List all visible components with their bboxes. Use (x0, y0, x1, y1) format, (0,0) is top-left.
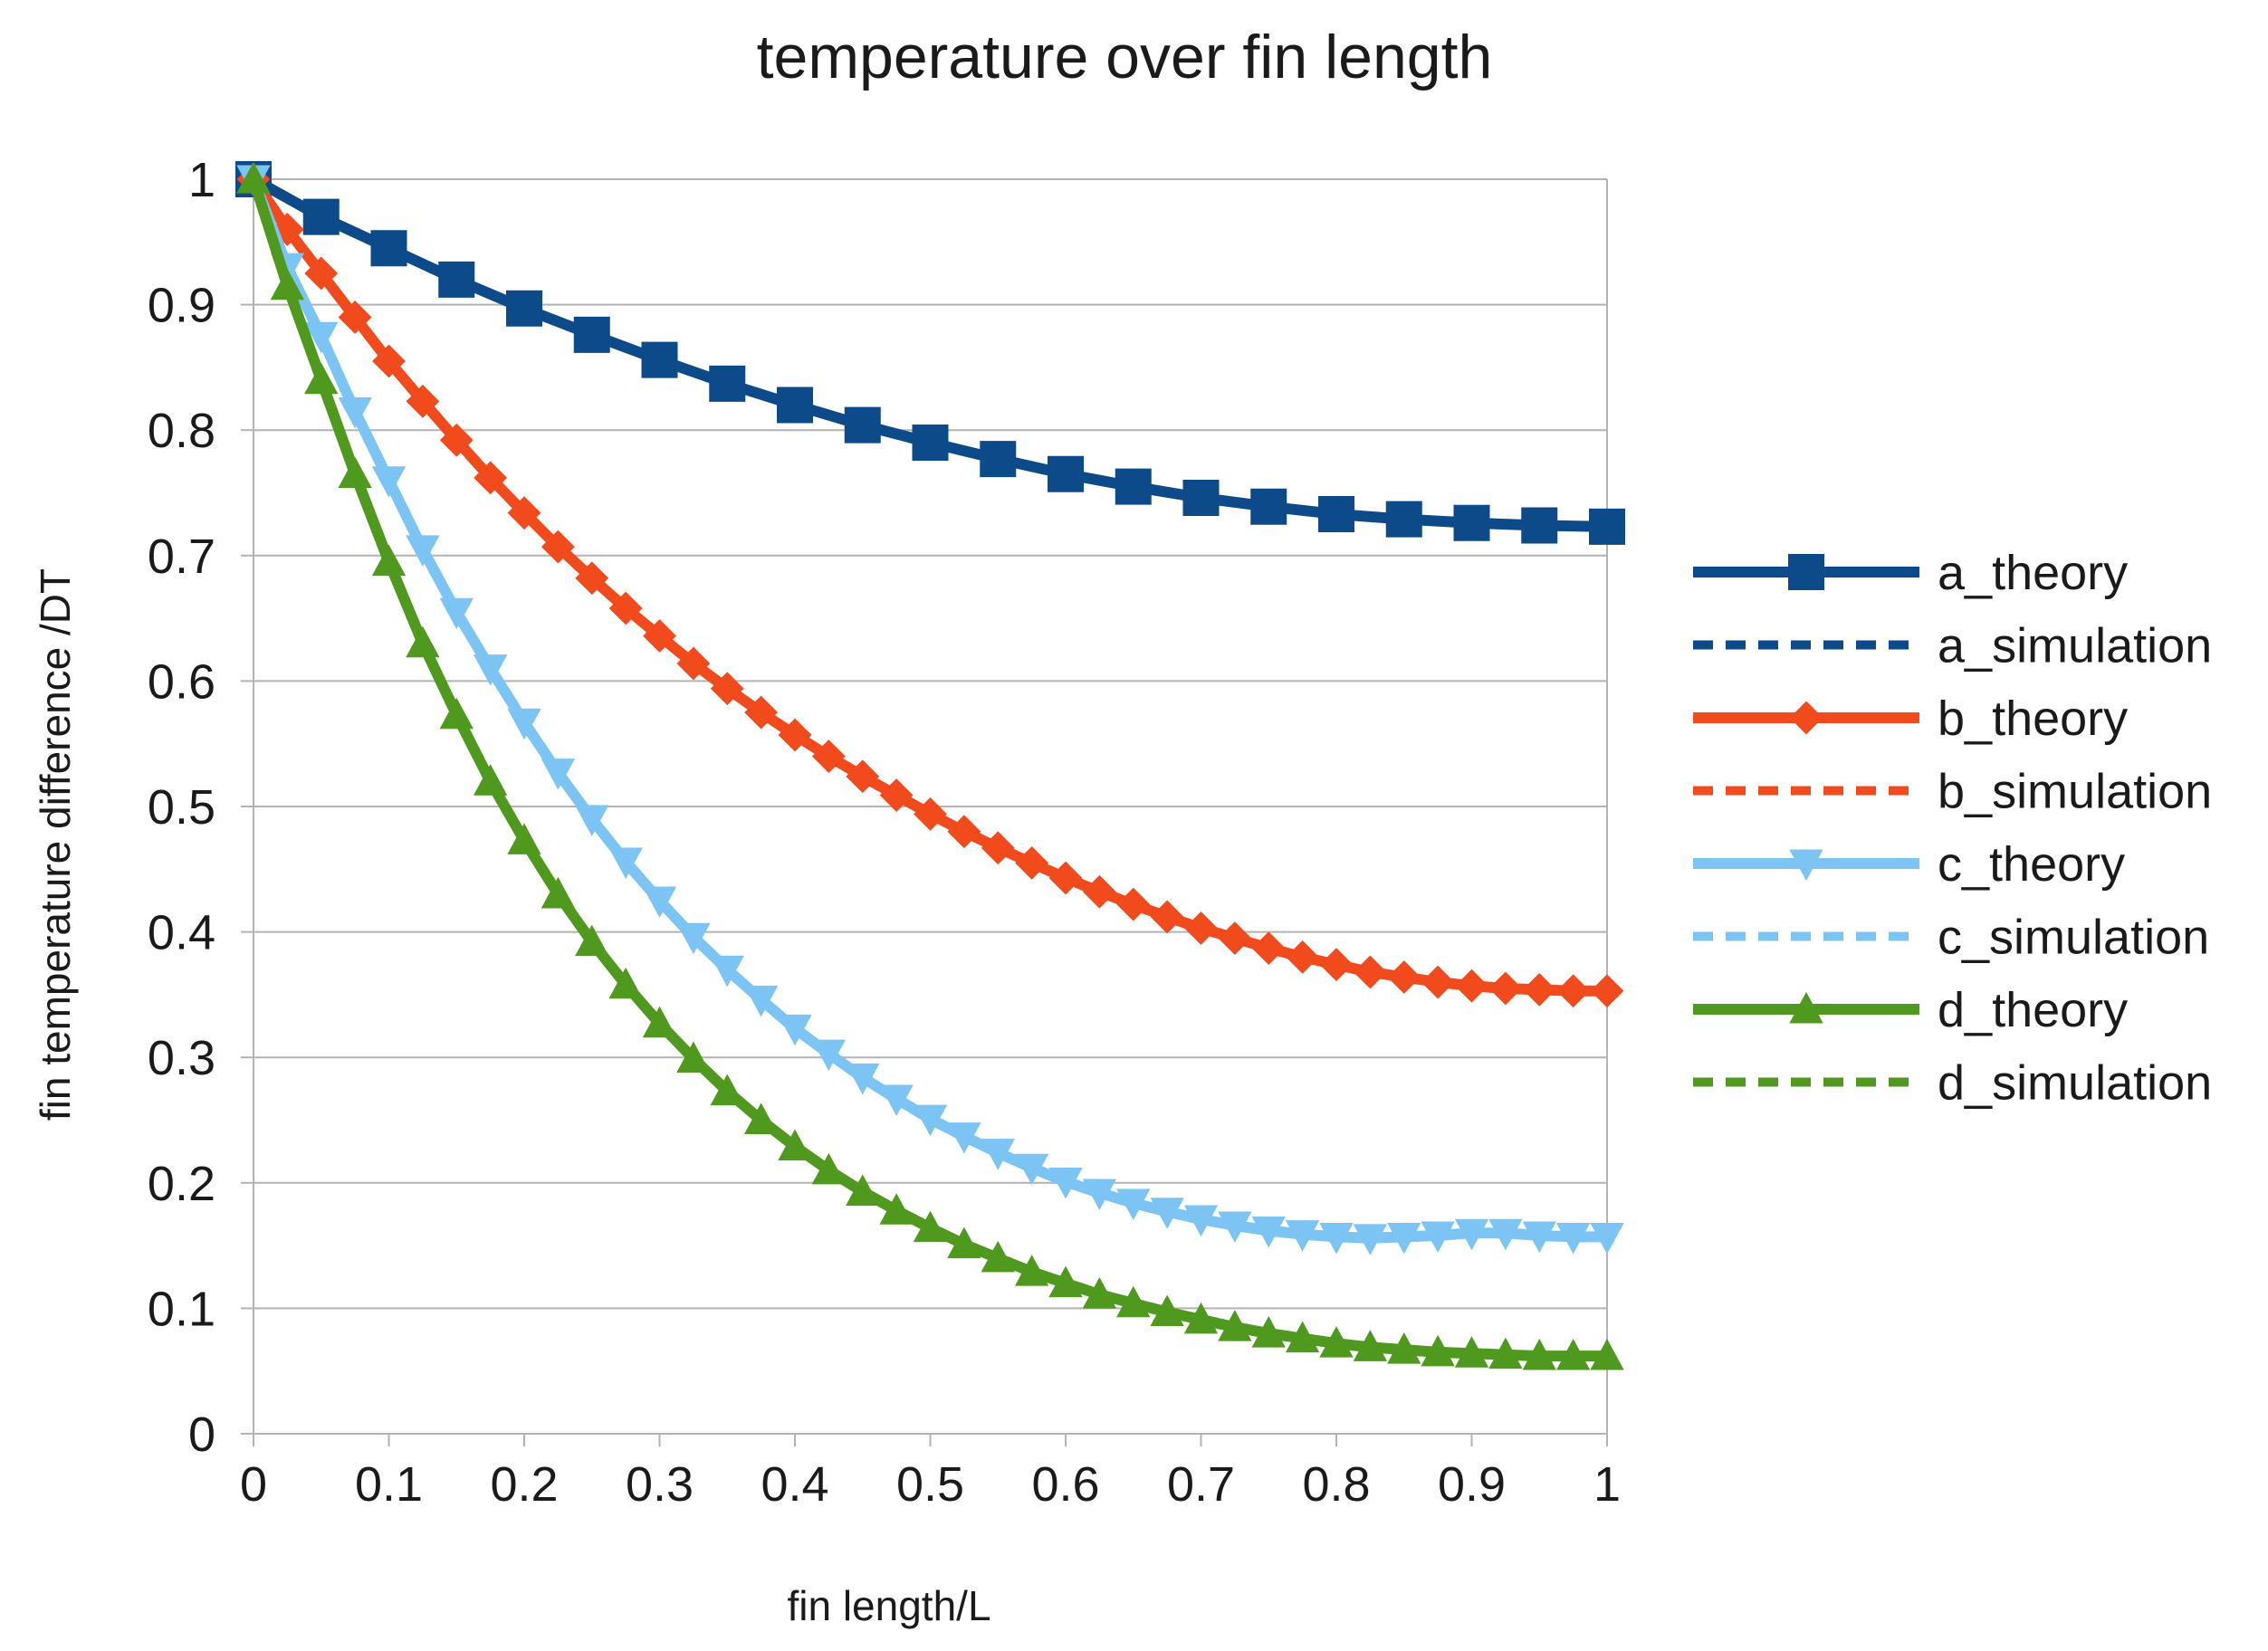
x-tick-label-3: 0.3 (626, 1457, 694, 1512)
data-point-a_theory-20 (1589, 508, 1625, 545)
y-tick-label-2: 0.2 (148, 1157, 215, 1211)
series-d_simulation (249, 177, 1607, 1361)
legend-label-c_theory: c_theory (1938, 837, 2125, 892)
data-point-a_theory-15 (1250, 488, 1287, 525)
y-tick-label-8: 0.8 (148, 404, 215, 458)
data-point-a_theory-14 (1182, 480, 1220, 517)
y-tick-label-5: 0.5 (148, 780, 215, 835)
x-tick-label-7: 0.7 (1167, 1457, 1235, 1512)
legend-label-b_theory: b_theory (1938, 692, 2128, 746)
legend-item-d_simulation: d_simulation (1693, 1056, 2212, 1111)
x-tick-label-4: 0.4 (761, 1457, 828, 1512)
x-tick-label-5: 0.5 (896, 1457, 964, 1512)
series-b_simulation (249, 177, 1607, 996)
legend-marker-c_theory (1789, 849, 1823, 882)
legend-label-a_simulation: a_simulation (1938, 619, 2212, 673)
series-a_simulation (251, 175, 1608, 531)
legend-marker-a_theory (1788, 554, 1824, 590)
legend-item-b_simulation: b_simulation (1693, 765, 2212, 819)
data-point-a_theory-13 (1115, 468, 1152, 505)
legend-label-b_simulation: b_simulation (1938, 765, 2212, 819)
legend-item-a_simulation: a_simulation (1693, 619, 2212, 673)
legend-item-c_simulation: c_simulation (1693, 911, 2209, 965)
y-tick-label-1: 0.1 (148, 1282, 215, 1336)
legend-item-c_theory: c_theory (1693, 837, 2125, 892)
x-tick-label-10: 1 (1593, 1457, 1621, 1512)
data-point-c_theory-3 (338, 396, 372, 429)
legend-marker-d_theory (1789, 991, 1823, 1024)
y-tick-label-3: 0.3 (148, 1031, 215, 1085)
legend-item-d_theory: d_theory (1693, 983, 2128, 1037)
legend-marker-b_theory (1789, 701, 1823, 735)
legend-item-b_theory: b_theory (1693, 692, 2128, 746)
data-point-a_theory-2 (370, 230, 407, 267)
legend-label-d_simulation: d_simulation (1938, 1056, 2212, 1111)
plot-series (235, 161, 1625, 1370)
legend-label-d_theory: d_theory (1938, 983, 2128, 1037)
x-axis-tick-labels: 0 0.1 0.2 0.3 0.4 0.5 0.6 0.7 0.8 0.9 1 (240, 1457, 1621, 1512)
legend-label-a_theory: a_theory (1938, 546, 2128, 600)
series-line-d_simulation (249, 177, 1607, 1361)
series-line-a_simulation (251, 175, 1608, 531)
legend: a_theory a_simulation b_theory b_simulation… (1693, 546, 2212, 1111)
x-tick-label-8: 0.8 (1302, 1457, 1370, 1512)
legend-label-c_simulation: c_simulation (1938, 911, 2209, 965)
x-tick-label-9: 0.9 (1438, 1457, 1506, 1512)
data-point-a_theory-3 (438, 261, 475, 298)
data-point-c_theory-11 (608, 847, 643, 880)
x-tick-label-2: 0.2 (490, 1457, 558, 1512)
y-tick-label-4: 0.4 (148, 906, 215, 960)
series-line-c_simulation (249, 177, 1607, 1243)
legend-item-a_theory: a_theory (1693, 546, 2128, 600)
y-tick-label-10: 1 (188, 153, 215, 207)
y-tick-label-0: 0 (188, 1408, 215, 1462)
y-tick-label-9: 0.9 (148, 279, 215, 333)
x-axis-title: fin length/L (787, 1582, 990, 1629)
y-axis-tick-labels: 0 0.1 0.2 0.3 0.4 0.5 0.6 0.7 0.8 0.9 1 (148, 153, 215, 1462)
data-point-a_theory-6 (641, 341, 678, 378)
y-axis-title: fin temperature difference /DT (32, 568, 79, 1121)
chart-title: temperature over fin length (757, 23, 1493, 91)
data-point-b_theory-30 (1251, 931, 1286, 966)
series-c_simulation (249, 177, 1607, 1243)
y-tick-label-6: 0.6 (148, 654, 215, 709)
y-tick-label-7: 0.7 (148, 530, 215, 584)
x-tick-label-0: 0 (240, 1457, 267, 1512)
x-tick-label-1: 0.1 (355, 1457, 423, 1512)
data-point-a_theory-7 (709, 365, 746, 402)
series-line-b_simulation (249, 177, 1607, 996)
x-tick-label-6: 0.6 (1031, 1457, 1099, 1512)
